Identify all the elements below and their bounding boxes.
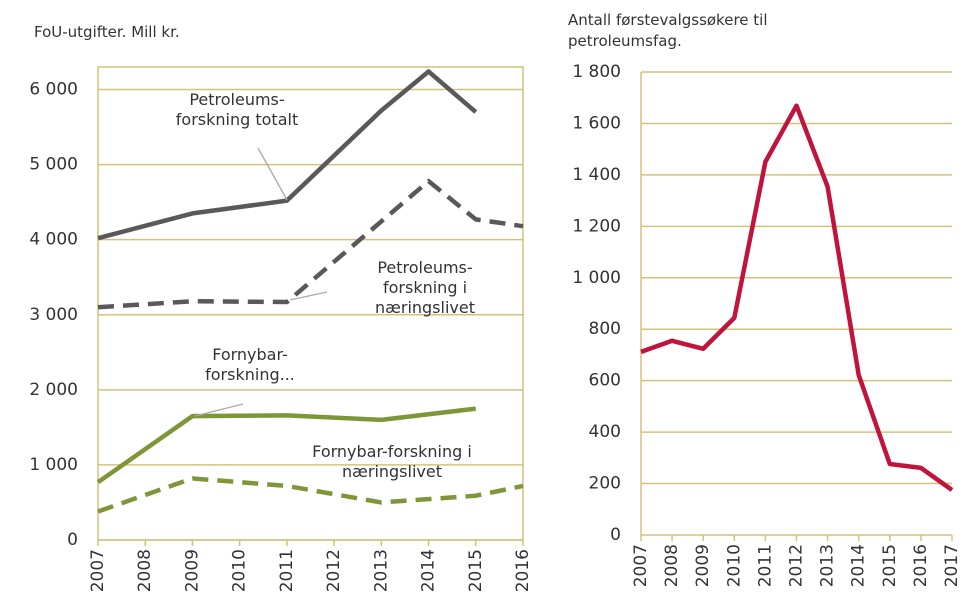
x-tick-label: 2017 (942, 544, 962, 587)
y-tick-label: 1 800 (572, 62, 621, 82)
x-tick-label: 2010 (230, 549, 250, 592)
y-tick-label: 800 (589, 319, 621, 339)
y-tick-label: 400 (589, 422, 621, 442)
line-series (640, 103, 954, 492)
y-tick-label: 0 (67, 530, 78, 550)
y-tick-label: 1 200 (572, 216, 621, 236)
series-label: Fornybar-forskning i næringslivet (312, 442, 472, 481)
x-tick-label: 2008 (662, 544, 682, 587)
y-tick-label: 1 000 (29, 455, 78, 475)
y-tick-label: 200 (589, 474, 621, 494)
series-label: Fornybar- forskning... (205, 345, 295, 384)
x-tick-label: 2009 (182, 549, 202, 592)
x-tick-label: 2014 (849, 544, 869, 587)
series-label: Petroleums- forskning i næringslivet (375, 258, 475, 317)
x-tick-label: 2007 (88, 549, 108, 592)
chart-title: Antall førstevalgssøkere til petroleumsf… (568, 11, 768, 50)
x-tick-label: 2012 (787, 544, 807, 587)
y-tick-label: 0 (610, 525, 621, 545)
x-tick-label: 2008 (135, 549, 155, 592)
x-tick-label: 2015 (466, 549, 486, 592)
y-tick-label: 5 000 (29, 155, 78, 175)
line-series (97, 476, 524, 514)
x-tick-label: 2016 (513, 549, 533, 592)
x-tick-label: 2015 (880, 544, 900, 587)
x-tick-label: 2016 (911, 544, 931, 587)
y-tick-label: 4 000 (29, 230, 78, 250)
line-series (97, 178, 524, 310)
x-tick-label: 2011 (755, 544, 775, 587)
plot-border (97, 66, 524, 541)
x-tick-label: 2007 (631, 544, 651, 587)
x-tick-label: 2012 (324, 549, 344, 592)
y-tick-label: 2 000 (29, 380, 78, 400)
y-tick-label: 1 000 (572, 268, 621, 288)
leader-line (289, 291, 328, 301)
y-tick-label: 1 600 (572, 113, 621, 133)
x-tick-label: 2014 (419, 549, 439, 592)
x-tick-label: 2013 (371, 549, 391, 592)
y-tick-label: 6 000 (29, 80, 78, 100)
series-label: Petroleums- forskning totalt (175, 90, 299, 129)
y-tick-label: 600 (589, 371, 621, 391)
y-tick-label: 1 400 (572, 165, 621, 185)
x-tick-label: 2013 (818, 544, 838, 587)
leader-line (194, 403, 244, 417)
leader-line (257, 147, 288, 201)
chart-title: FoU-utgifter. Mill kr. (34, 23, 180, 41)
x-tick-label: 2009 (693, 544, 713, 587)
y-tick-label: 3 000 (29, 305, 78, 325)
line-series (97, 69, 478, 241)
x-tick-label: 2010 (724, 544, 744, 587)
x-tick-label: 2011 (277, 549, 297, 592)
line-series (96, 406, 477, 485)
